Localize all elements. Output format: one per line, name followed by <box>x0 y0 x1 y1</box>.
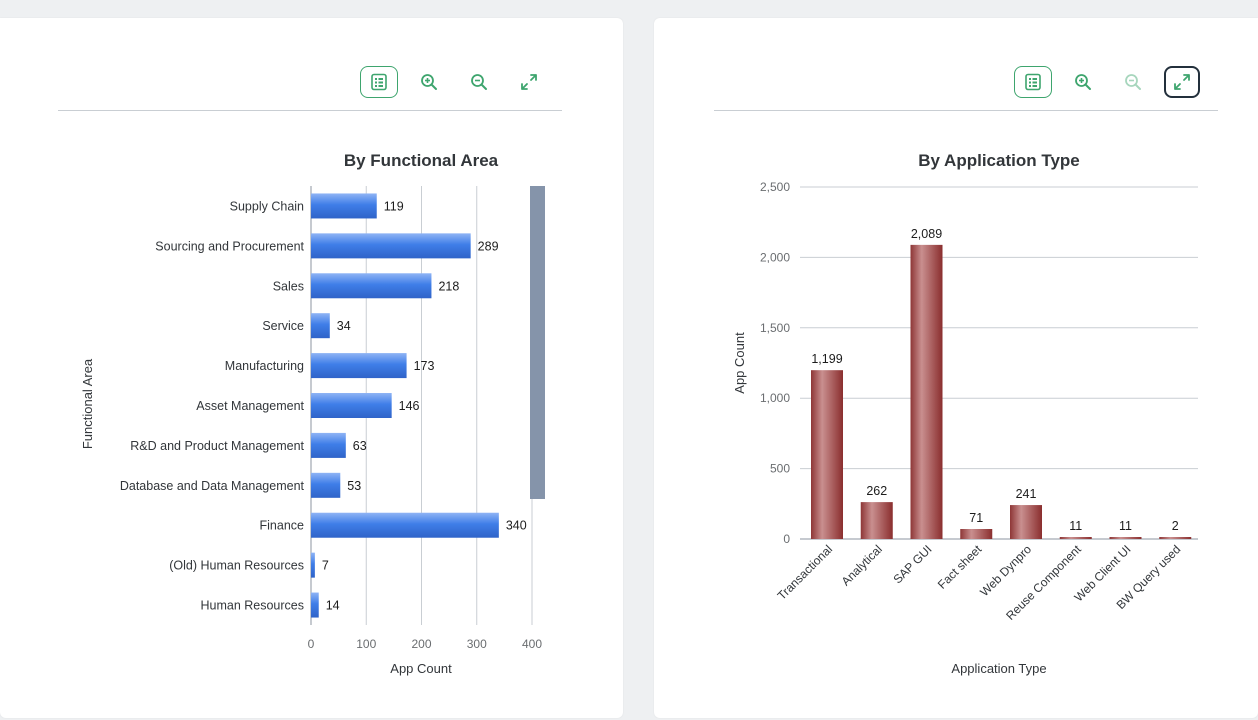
left-x-tick-label: 300 <box>467 637 487 651</box>
left-data-label: 218 <box>438 279 459 293</box>
left-scrollbar[interactable] <box>530 186 545 499</box>
left-x-axis-label: App Count <box>390 661 452 676</box>
left-data-label: 173 <box>414 359 435 373</box>
left-bar <box>311 432 346 458</box>
left-category-label: Service <box>262 319 304 333</box>
left-bar <box>311 313 330 339</box>
left-bar <box>311 472 341 498</box>
left-toolbar-separator <box>58 110 562 111</box>
left-category-label: R&D and Product Management <box>130 439 304 453</box>
left-x-tick-label: 100 <box>356 637 376 651</box>
right-data-label: 1,199 <box>811 352 842 366</box>
left-data-label: 53 <box>347 479 361 493</box>
functional-area-chart: By Functional Area Functional Area App C… <box>80 151 545 676</box>
right-data-label: 11 <box>1119 519 1132 533</box>
right-bar <box>1010 505 1042 539</box>
right-data-label: 241 <box>1016 487 1037 501</box>
left-zoom-in-button[interactable] <box>410 66 448 98</box>
left-chart-title: By Functional Area <box>344 151 499 170</box>
left-category-label: Sales <box>273 279 304 293</box>
left-x-tick-label: 400 <box>522 637 542 651</box>
left-bar <box>311 193 377 219</box>
left-category-label: Human Resources <box>200 599 304 613</box>
right-category-label: Transactional <box>775 542 836 603</box>
right-bar <box>860 502 893 539</box>
right-fullscreen-button[interactable] <box>1164 66 1200 98</box>
right-bars: 1,199 Transactional 262 Analytical 2,089 SAP … <box>775 227 1192 623</box>
right-y-tick-label: 0 <box>783 532 790 546</box>
left-category-label: Supply Chain <box>230 199 304 213</box>
right-data-label: 2 <box>1172 519 1179 533</box>
left-bar <box>311 552 315 578</box>
right-zoom-out-button[interactable] <box>1114 66 1152 98</box>
application-type-chart: By Application Type App Count Applicatio… <box>732 151 1198 676</box>
left-data-label: 289 <box>478 239 499 253</box>
zoom-in-icon <box>1075 74 1091 90</box>
left-category-label: Finance <box>260 519 305 533</box>
right-chart-title: By Application Type <box>918 151 1080 170</box>
right-x-axis-label: Application Type <box>951 661 1046 676</box>
left-y-axis-label: Functional Area <box>80 358 95 449</box>
left-data-label: 340 <box>506 519 527 533</box>
left-bar <box>311 393 392 418</box>
right-y-tick-label: 2,500 <box>760 180 790 194</box>
right-bar <box>811 370 843 539</box>
left-category-label: Database and Data Management <box>120 479 305 493</box>
right-category-label: SAP GUI <box>890 542 934 586</box>
right-category-label: Analytical <box>839 542 885 588</box>
left-data-label: 7 <box>322 559 329 573</box>
right-data-label: 11 <box>1069 519 1082 533</box>
right-data-label: 262 <box>866 484 887 498</box>
left-bar <box>311 512 499 538</box>
left-data-label: 63 <box>353 439 367 453</box>
fullscreen-icon <box>521 74 537 90</box>
right-chart-toolbar <box>1010 64 1210 100</box>
zoom-in-icon <box>421 74 437 90</box>
left-data-label: 14 <box>326 599 340 613</box>
left-category-label: (Old) Human Resources <box>169 559 304 573</box>
left-category-label: Asset Management <box>196 399 304 413</box>
left-bar <box>311 233 471 259</box>
functional-area-card: By Functional Area Functional Area App C… <box>0 18 623 718</box>
right-zoom-in-button[interactable] <box>1064 66 1102 98</box>
left-bar <box>311 273 432 299</box>
left-x-tick-label: 0 <box>308 637 315 651</box>
zoom-out-icon <box>1125 74 1141 90</box>
application-type-card: By Application Type App Count Applicatio… <box>654 18 1258 718</box>
right-bar <box>1109 537 1142 539</box>
right-bar <box>960 529 993 539</box>
right-y-tick-label: 2,000 <box>760 250 790 264</box>
right-toolbar-separator <box>714 110 1218 111</box>
right-y-tick-label: 500 <box>770 462 790 476</box>
fullscreen-icon <box>1174 74 1190 90</box>
right-data-label: 71 <box>969 511 983 525</box>
right-table-view-button[interactable] <box>1014 66 1052 98</box>
left-bars: Supply Chain 119 Sourcing and Procurement 2… <box>120 193 527 618</box>
right-bar <box>910 244 943 539</box>
left-data-label: 119 <box>384 199 404 213</box>
left-x-tick-label: 200 <box>411 637 431 651</box>
table-view-icon <box>1025 73 1041 91</box>
right-y-tick-label: 1,500 <box>760 321 790 335</box>
left-bar <box>311 353 407 379</box>
left-data-label: 146 <box>399 399 420 413</box>
table-view-icon <box>371 73 387 91</box>
left-bar <box>311 592 319 618</box>
right-bar <box>1059 537 1092 539</box>
left-category-label: Manufacturing <box>225 359 304 373</box>
left-zoom-out-button[interactable] <box>460 66 498 98</box>
right-y-axis-label: App Count <box>732 332 747 394</box>
left-chart-toolbar <box>356 64 556 100</box>
right-y-tick-label: 1,000 <box>760 391 790 405</box>
right-bar <box>1159 537 1192 539</box>
left-category-label: Sourcing and Procurement <box>155 239 304 253</box>
zoom-out-icon <box>471 74 487 90</box>
right-category-label: Fact sheet <box>935 542 985 592</box>
right-data-label: 2,089 <box>911 227 942 241</box>
left-table-view-button[interactable] <box>360 66 398 98</box>
left-fullscreen-button[interactable] <box>510 66 548 98</box>
left-data-label: 34 <box>337 319 351 333</box>
